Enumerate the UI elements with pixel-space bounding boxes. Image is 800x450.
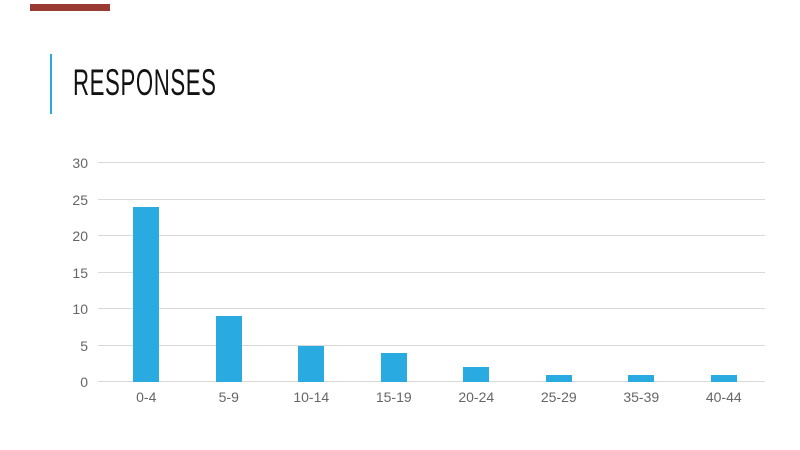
- y-axis-label: 0: [80, 374, 88, 390]
- bar-slot: [188, 163, 271, 382]
- bar-slot: [270, 163, 353, 382]
- bar-slot: [600, 163, 683, 382]
- top-accent-tab: [30, 4, 110, 11]
- gridline: [98, 198, 765, 200]
- gridline: [98, 381, 765, 382]
- x-axis-label: 5-9: [218, 389, 239, 405]
- x-axis-label: 25-29: [540, 389, 577, 405]
- plot-area: [98, 162, 765, 382]
- x-axis-label: 40-44: [705, 389, 742, 405]
- gridline: [98, 308, 765, 309]
- gridline: [98, 344, 765, 346]
- y-axis: 0 5 10 15 20 25 30: [48, 155, 88, 390]
- y-axis-label: 5: [80, 337, 88, 354]
- bar: [710, 374, 737, 382]
- title-accent-line: [50, 54, 52, 114]
- y-axis-label: 20: [72, 228, 88, 244]
- gridline: [98, 162, 765, 163]
- bars-row: [105, 163, 765, 382]
- bar: [298, 345, 325, 382]
- bar-chart: 0 5 10 15 20 25 30 0-4 5-9 10-14 15-19 20-24 25-29 3…: [48, 155, 765, 405]
- y-axis-label: 10: [72, 301, 88, 317]
- bar-slot: [435, 163, 518, 382]
- slide-title: RESPONSES: [73, 62, 217, 103]
- bar: [133, 206, 160, 382]
- y-axis-label: 30: [72, 155, 88, 171]
- bar: [628, 374, 655, 382]
- bar-slot: [353, 163, 436, 382]
- x-axis-label: 35-39: [623, 389, 660, 405]
- x-axis-label: 10-14: [293, 389, 330, 405]
- x-axis-label: 20-24: [458, 389, 495, 405]
- bar: [463, 367, 490, 382]
- bar: [380, 352, 407, 382]
- bar: [545, 374, 572, 382]
- bar: [215, 316, 242, 382]
- x-axis: 0-4 5-9 10-14 15-19 20-24 25-29 35-39 40-44: [105, 389, 765, 405]
- x-axis-label: 0-4: [136, 389, 157, 405]
- y-axis-label: 25: [72, 191, 88, 208]
- gridline: [98, 235, 765, 236]
- x-axis-label: 15-19: [375, 389, 412, 405]
- bar-slot: [105, 163, 188, 382]
- y-axis-label: 15: [72, 264, 88, 281]
- bar-slot: [683, 163, 766, 382]
- bar-slot: [518, 163, 601, 382]
- gridline: [98, 271, 765, 273]
